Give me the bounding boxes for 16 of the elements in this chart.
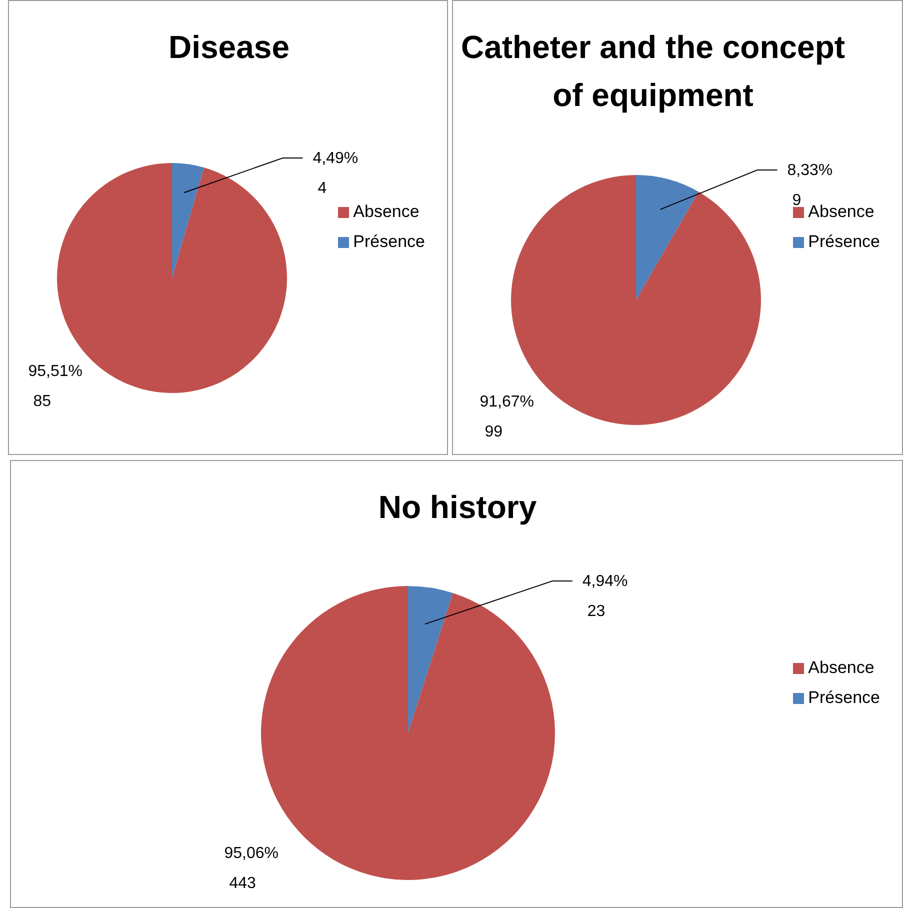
legend-label: Présence <box>808 688 880 707</box>
legend-label: Absence <box>353 202 420 220</box>
legend-label: Présence <box>808 232 880 250</box>
data-label: 91,67% 99 <box>480 393 534 440</box>
data-label: 4,94% 23 <box>582 573 628 620</box>
pie-slice <box>172 163 204 278</box>
chart-title: Disease <box>168 28 290 67</box>
legend-label: Absence <box>808 658 874 677</box>
pie-slice <box>408 586 453 733</box>
chart-title: Catheter and the concept of equipment <box>460 28 846 115</box>
data-label: 95,06% 443 <box>224 844 279 892</box>
data-label: 95,51% 85 <box>28 362 83 410</box>
data-label: 4,49% 4 <box>312 150 358 197</box>
legend-label: Présence <box>353 232 425 250</box>
chart-title: No history <box>377 488 538 527</box>
pie-slice <box>636 175 698 300</box>
